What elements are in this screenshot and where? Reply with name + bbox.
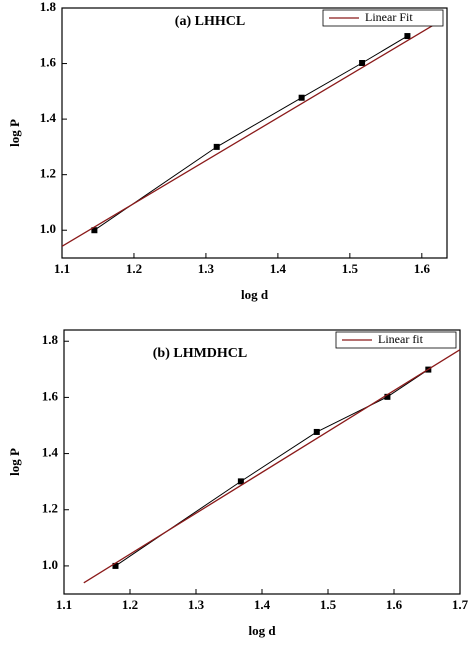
plot-frame [63, 329, 461, 595]
x-tick-label: 1.4 [254, 597, 271, 612]
x-tick-label: 1.3 [188, 597, 205, 612]
x-tick-label: 1.5 [342, 261, 359, 276]
y-tick-label: 1.8 [42, 332, 59, 347]
point [313, 428, 320, 435]
x-tick-label: 1.1 [56, 597, 72, 612]
point [404, 33, 411, 40]
chart-title: (a) LHHCL [175, 14, 245, 29]
series-line [83, 349, 461, 584]
x-tick-label: 1.1 [54, 261, 70, 276]
legend-box [322, 9, 444, 27]
y-tick-label: 1.2 [42, 501, 58, 516]
y-tick-label: 1.0 [40, 221, 56, 236]
y-tick-label: 1.4 [42, 445, 59, 460]
y-tick-label: 1.4 [40, 110, 57, 125]
x-axis-label: log d [248, 623, 276, 638]
point [359, 60, 366, 66]
x-tick-label: 1.5 [320, 597, 337, 612]
chart-title: (b) LHMDHCL [153, 346, 248, 361]
x-tick-label: 1.2 [122, 597, 138, 612]
y-tick-label: 1.6 [42, 388, 59, 403]
legend-label: Linear fit [378, 332, 424, 346]
x-tick-label: 1.3 [198, 261, 215, 276]
y-axis-label: log P [7, 448, 22, 476]
y-axis-label: log P [7, 119, 22, 147]
point [298, 94, 305, 101]
point [237, 478, 244, 485]
x-axis-label: log d [241, 287, 269, 302]
x-tick-label: 1.7 [452, 597, 469, 612]
y-tick-label: 1.6 [40, 55, 57, 70]
series-line [61, 20, 441, 247]
y-tick-label: 1.0 [42, 557, 58, 572]
y-tick-label: 1.8 [40, 0, 57, 14]
point [384, 393, 391, 400]
point [91, 227, 98, 234]
point [112, 562, 119, 569]
x-tick-label: 1.6 [386, 597, 403, 612]
point [213, 143, 220, 150]
x-tick-label: 1.4 [270, 261, 287, 276]
x-tick-label: 1.2 [126, 261, 142, 276]
plot-frame [61, 7, 448, 259]
legend-box [335, 331, 457, 349]
y-tick-label: 1.2 [40, 166, 56, 181]
legend-label: Linear Fit [365, 10, 413, 24]
x-tick-label: 1.6 [414, 261, 431, 276]
